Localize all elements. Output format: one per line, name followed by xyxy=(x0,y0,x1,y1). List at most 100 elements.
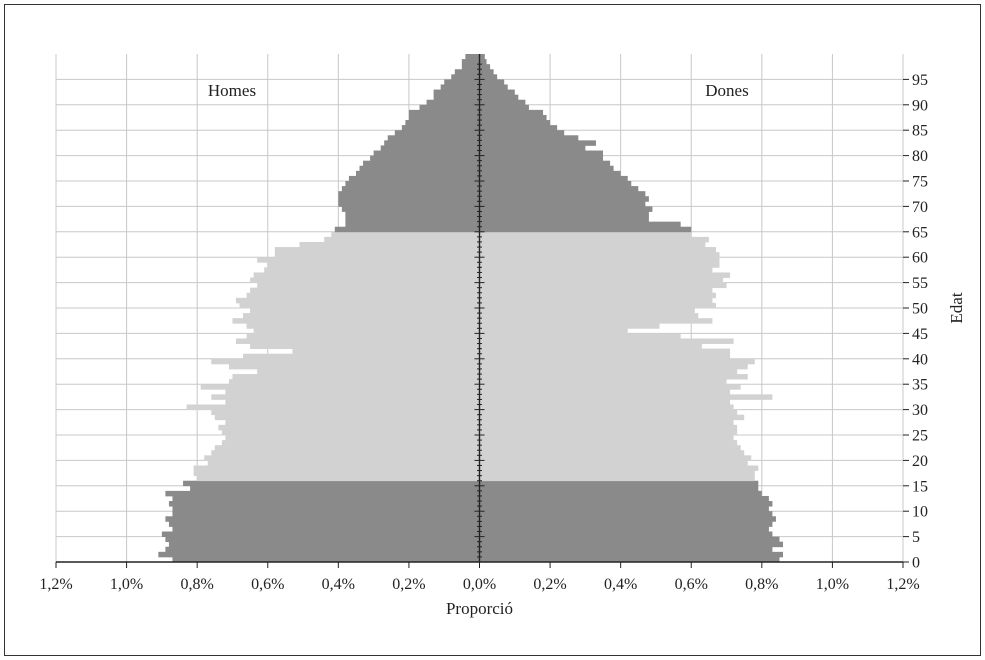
bar-homes-age-3 xyxy=(168,541,480,548)
bar-homes-age-74 xyxy=(345,181,480,187)
bar-homes-age-96 xyxy=(454,69,480,75)
bar-dones-age-66 xyxy=(479,221,681,228)
bar-dones-age-90 xyxy=(479,99,526,106)
bar-homes-age-6 xyxy=(172,526,480,532)
bar-dones-age-99 xyxy=(479,54,485,60)
bar-homes-age-35 xyxy=(228,379,480,385)
bar-homes-age-95 xyxy=(451,74,480,80)
x-tick-label: 0,2% xyxy=(392,576,425,593)
y-tick-label: 20 xyxy=(912,453,928,470)
bar-homes-age-69 xyxy=(341,206,480,212)
bar-homes-age-99 xyxy=(465,54,480,60)
bar-homes-age-86 xyxy=(405,120,480,126)
bar-dones-age-71 xyxy=(479,196,649,202)
bar-dones-age-24 xyxy=(479,435,734,441)
bar-homes-age-0 xyxy=(172,556,480,563)
bar-dones-age-92 xyxy=(479,89,515,96)
bar-homes-age-43 xyxy=(235,338,480,344)
bar-homes-age-5 xyxy=(161,531,480,537)
bar-homes-age-87 xyxy=(408,114,480,121)
y-tick-label: 90 xyxy=(912,97,928,114)
bar-dones-age-48 xyxy=(479,313,699,319)
bar-dones-age-11 xyxy=(479,501,773,507)
bar-dones-age-28 xyxy=(479,414,745,421)
bars xyxy=(158,54,784,563)
bar-dones-age-26 xyxy=(479,424,738,431)
bar-dones-age-67 xyxy=(479,216,649,223)
bar-homes-age-17 xyxy=(193,470,480,477)
bar-dones-age-78 xyxy=(479,160,611,167)
bar-dones-age-65 xyxy=(479,226,692,233)
bar-dones-age-16 xyxy=(479,475,755,482)
bar-dones-age-58 xyxy=(479,262,720,268)
bar-dones-age-63 xyxy=(479,236,709,243)
y-tick-label: 35 xyxy=(912,377,928,394)
bar-homes-age-14 xyxy=(190,485,480,492)
x-tick-label: 1,0% xyxy=(816,576,849,593)
bar-dones-age-31 xyxy=(479,399,731,405)
bar-dones-age-98 xyxy=(479,59,487,65)
bar-homes-age-63 xyxy=(324,236,480,243)
bar-homes-age-98 xyxy=(461,59,480,65)
bar-dones-age-40 xyxy=(479,353,731,360)
y-tick-label: 15 xyxy=(912,478,928,495)
x-tick-label: 0,4% xyxy=(322,576,355,593)
bar-dones-age-36 xyxy=(479,374,748,380)
bar-dones-age-95 xyxy=(479,74,498,80)
bar-homes-age-78 xyxy=(363,160,480,167)
bar-dones-age-72 xyxy=(479,191,646,197)
bar-dones-age-47 xyxy=(479,318,713,324)
bar-homes-age-85 xyxy=(401,125,480,131)
x-tick-label: 0,4% xyxy=(604,576,637,593)
bar-homes-age-94 xyxy=(444,79,480,85)
bar-dones-age-62 xyxy=(479,241,706,248)
bar-dones-age-22 xyxy=(479,445,741,451)
bar-homes-age-76 xyxy=(355,170,480,177)
bar-dones-age-57 xyxy=(479,267,713,273)
bar-dones-age-13 xyxy=(479,490,762,497)
bar-dones-age-15 xyxy=(479,480,759,487)
bar-dones-age-37 xyxy=(479,368,738,375)
bar-homes-age-92 xyxy=(433,89,480,96)
bar-homes-age-25 xyxy=(221,429,480,436)
y-tick-label: 95 xyxy=(912,72,928,89)
bar-homes-age-81 xyxy=(380,145,480,151)
bar-homes-age-29 xyxy=(211,409,480,416)
bar-homes-age-20 xyxy=(204,455,480,461)
bar-homes-age-24 xyxy=(225,435,480,441)
bar-homes-age-56 xyxy=(253,272,480,278)
bar-dones-age-29 xyxy=(479,409,738,416)
bar-homes-age-26 xyxy=(218,424,480,431)
bar-dones-age-69 xyxy=(479,206,653,212)
bar-dones-age-42 xyxy=(479,343,702,350)
bar-homes-age-21 xyxy=(211,450,480,456)
bar-dones-age-0 xyxy=(479,556,780,563)
bar-dones-age-96 xyxy=(479,69,494,75)
bar-dones-age-4 xyxy=(479,536,780,543)
bar-dones-age-19 xyxy=(479,460,748,466)
bar-homes-age-54 xyxy=(257,282,480,289)
y-tick-label: 40 xyxy=(912,351,928,368)
bar-dones-age-75 xyxy=(479,175,628,182)
bar-homes-age-52 xyxy=(246,292,480,299)
y-tick-label: 30 xyxy=(912,402,928,419)
bar-homes-age-66 xyxy=(345,221,480,228)
bar-dones-age-23 xyxy=(479,440,738,446)
y-tick-label: 60 xyxy=(912,250,928,267)
y-tick-label: 85 xyxy=(912,123,928,140)
bar-homes-age-77 xyxy=(359,165,480,172)
bar-dones-age-8 xyxy=(479,516,776,522)
x-tick-label: 1,2% xyxy=(886,576,919,593)
bar-dones-age-97 xyxy=(479,64,491,70)
series-label-dones: Dones xyxy=(705,81,748,100)
bar-homes-age-82 xyxy=(384,140,480,146)
bar-homes-age-8 xyxy=(165,516,480,522)
bar-dones-age-20 xyxy=(479,455,752,461)
bar-dones-age-10 xyxy=(479,506,769,512)
x-tick-label: 0,8% xyxy=(181,576,214,593)
y-tick-label: 70 xyxy=(912,199,928,216)
bar-homes-age-36 xyxy=(232,374,480,380)
bar-homes-age-68 xyxy=(345,211,480,217)
bar-dones-age-38 xyxy=(479,363,748,370)
